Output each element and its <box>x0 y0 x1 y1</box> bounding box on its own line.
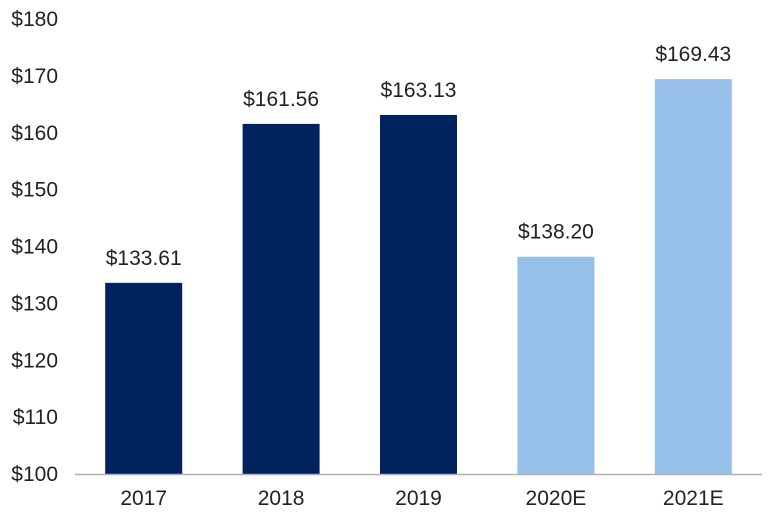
data-label-2018: $161.56 <box>243 88 319 111</box>
y-axis: $100 $110 $120 $130 $140 $150 $160 $170 $180 <box>11 8 58 486</box>
y-tick-label: $140 <box>11 236 58 259</box>
data-label-2017: $133.61 <box>106 247 182 270</box>
bar-2021e <box>654 79 732 474</box>
y-tick-label: $170 <box>11 65 58 88</box>
bar-2018 <box>242 123 320 474</box>
y-tick-label: $110 <box>13 406 58 429</box>
y-tick-label: $130 <box>11 292 58 315</box>
bar-2019 <box>380 114 457 475</box>
y-tick-label: $100 <box>11 463 58 486</box>
x-tick-label: 2019 <box>395 487 442 510</box>
x-tick-label: 2018 <box>258 487 305 510</box>
x-axis: 2017 2018 2019 2020E 2021E <box>120 487 723 510</box>
x-tick-label: 2020E <box>526 487 587 510</box>
x-tick-label: 2021E <box>663 487 724 510</box>
data-label-2020e: $138.20 <box>518 221 594 244</box>
y-tick-label: $120 <box>11 349 58 372</box>
y-tick-label: $180 <box>11 8 58 31</box>
data-labels: $133.61 $161.56 $163.13 $138.20 $169.43 <box>106 43 732 270</box>
bars <box>105 79 732 475</box>
bar-2017 <box>105 282 183 474</box>
data-label-2021e: $169.43 <box>655 43 731 66</box>
data-label-2019: $163.13 <box>381 79 457 102</box>
y-tick-label: $160 <box>11 122 58 145</box>
x-tick-label: 2017 <box>120 487 167 510</box>
y-tick-label: $150 <box>11 179 58 202</box>
bar-2020e <box>517 256 595 474</box>
